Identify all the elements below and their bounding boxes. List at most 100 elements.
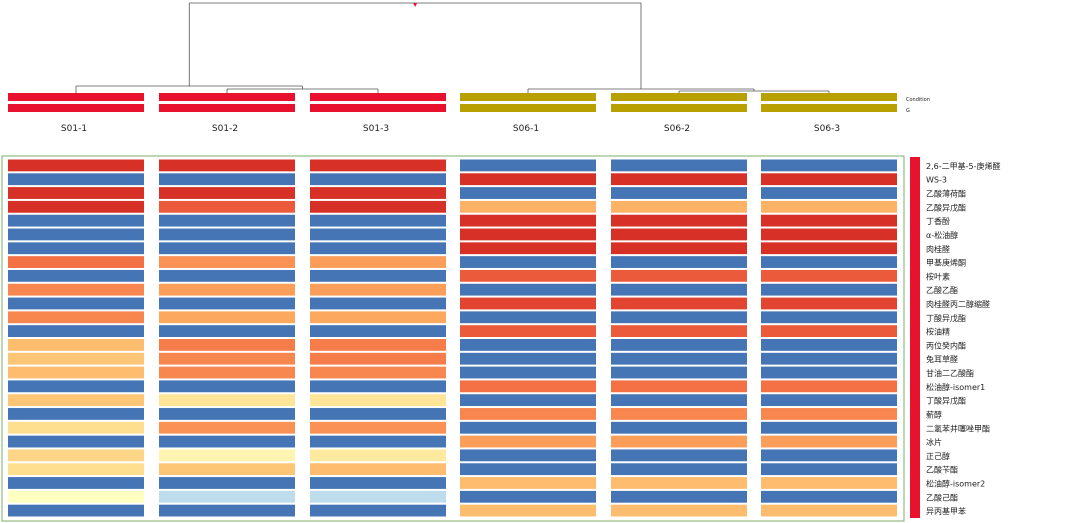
column-dendrogram <box>75 2 830 93</box>
heat-cell <box>310 200 446 213</box>
heat-cell <box>611 256 747 268</box>
heat-cell <box>460 490 596 503</box>
heatmap-frame <box>1 155 905 522</box>
heat-cell <box>8 283 144 296</box>
heat-cell <box>761 463 897 476</box>
heat-cell <box>310 449 446 462</box>
heat-cell <box>159 187 295 199</box>
heat-cell <box>761 504 897 517</box>
heat-cell <box>8 435 144 448</box>
heat-cell <box>8 504 144 517</box>
heat-cell <box>159 173 295 186</box>
group-annotation-bars <box>8 93 897 112</box>
heat-cell <box>8 339 144 351</box>
row-label: 兔耳草醛 <box>926 354 958 364</box>
heat-cell <box>611 352 747 365</box>
heat-cell <box>761 366 897 379</box>
heat-cell <box>460 504 596 517</box>
row-label: 甘油二乙酸酯 <box>926 368 974 378</box>
legend-group-label: G <box>906 108 910 114</box>
heat-cell <box>761 339 897 351</box>
heat-cell <box>460 477 596 489</box>
heat-cell <box>761 173 897 186</box>
heat-cell <box>159 477 295 489</box>
heat-cell <box>159 421 295 434</box>
group-bar <box>310 93 446 101</box>
heat-cell <box>460 325 596 337</box>
heat-cell <box>761 200 897 213</box>
heat-cell <box>8 394 144 407</box>
heat-cell <box>310 435 446 448</box>
sample-label: S06-2 <box>664 124 690 134</box>
row-label: 正己醇 <box>926 451 950 461</box>
row-label: 乙酸薄荷酯 <box>926 189 966 199</box>
heat-cell <box>761 490 897 503</box>
heat-cell <box>611 228 747 241</box>
heat-cell <box>159 311 295 324</box>
heat-cell <box>611 173 747 186</box>
row-label: 丙位癸内酯 <box>926 340 966 350</box>
sample-label: S01-2 <box>212 124 238 134</box>
group-bar <box>159 104 295 112</box>
heat-cell <box>460 242 596 255</box>
heat-cell <box>310 408 446 420</box>
heat-cell <box>460 173 596 186</box>
heat-cell <box>611 504 747 517</box>
heat-cell <box>310 283 446 296</box>
heat-cell <box>8 408 144 420</box>
heat-cell <box>460 408 596 420</box>
heat-cell <box>159 366 295 379</box>
heat-cell <box>611 394 747 407</box>
heat-cell <box>159 283 295 296</box>
heat-cell <box>310 187 446 199</box>
group-bar <box>460 104 596 112</box>
heat-cell <box>310 269 446 282</box>
heat-cell <box>611 380 747 393</box>
heat-cell <box>310 490 446 503</box>
heat-cell <box>761 159 897 172</box>
heat-cell <box>159 504 295 517</box>
row-label: 2,6-二甲基-5-庚烯醛 <box>926 161 1000 171</box>
group-bar <box>8 104 144 112</box>
heat-cell <box>611 187 747 199</box>
heat-cell <box>460 311 596 324</box>
row-label: 肉桂醛丙二醇缩醛 <box>926 299 990 309</box>
heat-cell <box>8 477 144 489</box>
heat-cell <box>460 352 596 365</box>
heat-cell <box>8 228 144 241</box>
row-label: 冰片 <box>926 437 942 447</box>
row-label: 乙酸苄酯 <box>926 465 958 475</box>
heat-cell <box>310 214 446 227</box>
heat-cell <box>611 449 747 462</box>
root-marker-icon <box>413 3 418 7</box>
group-bar <box>310 104 446 112</box>
heat-cell <box>460 256 596 268</box>
heat-cell <box>8 173 144 186</box>
group-bar <box>460 93 596 101</box>
heat-cell <box>460 297 596 310</box>
heat-cell <box>611 421 747 434</box>
sample-label: S06-3 <box>814 124 840 134</box>
group-bar <box>611 104 747 112</box>
heat-cell <box>310 352 446 365</box>
row-label: α-松油醇 <box>926 230 958 240</box>
heat-cell <box>159 352 295 365</box>
heat-cell <box>460 435 596 448</box>
heat-cell <box>8 421 144 434</box>
row-label: 异丙基甲苯 <box>926 506 966 516</box>
row-label: 丁香酚 <box>926 216 950 226</box>
heat-cell <box>460 269 596 282</box>
heat-cell <box>159 325 295 337</box>
heat-cell <box>8 380 144 393</box>
row-annotation-bar <box>910 157 920 518</box>
heat-cell <box>460 394 596 407</box>
heat-cell <box>761 352 897 365</box>
heat-cell <box>761 242 897 255</box>
heat-cell <box>310 504 446 517</box>
group-bar <box>761 104 897 112</box>
heat-cell <box>310 421 446 434</box>
heat-cell <box>761 421 897 434</box>
group-bar <box>8 93 144 101</box>
row-label: 松油醇-isomer2 <box>926 478 985 488</box>
heat-cell <box>310 394 446 407</box>
